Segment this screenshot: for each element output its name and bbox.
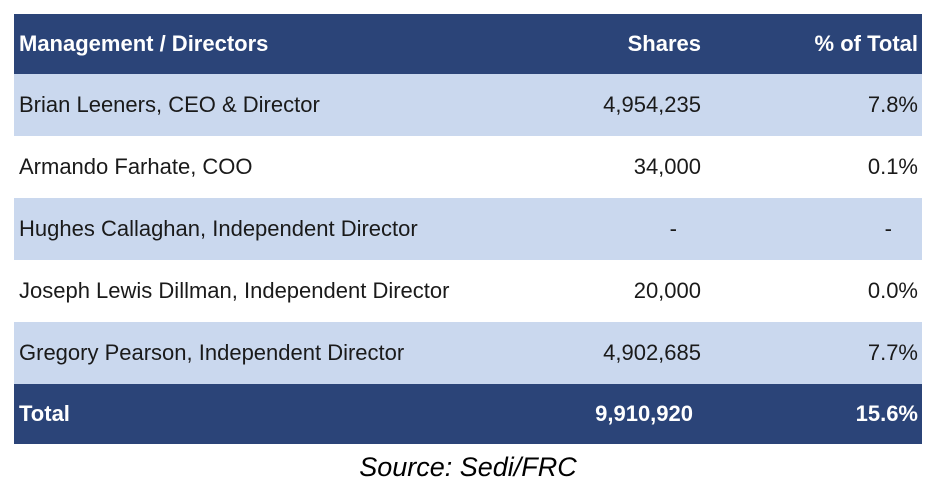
row-name: Hughes Callaghan, Independent Director	[19, 216, 418, 241]
row-percent: 7.8%	[867, 92, 918, 117]
total-label: Total	[19, 401, 70, 426]
row-name: Gregory Pearson, Independent Director	[19, 340, 405, 365]
table-row: Armando Farhate, COO 34,000 0.1%	[14, 136, 922, 198]
header-percent-of-total: % of Total	[814, 31, 918, 56]
table-header-row: Management / Directors Shares % of Total	[14, 14, 922, 74]
row-percent: 0.1%	[867, 154, 918, 179]
row-name: Armando Farhate, COO	[19, 154, 253, 179]
table-total-row: Total 9,910,920 15.6%	[14, 384, 922, 444]
row-shares: 20,000	[633, 278, 701, 303]
row-name: Joseph Lewis Dillman, Independent Direct…	[19, 278, 450, 303]
row-shares: 4,954,235	[603, 92, 701, 117]
table-row: Hughes Callaghan, Independent Director -…	[14, 198, 922, 260]
row-shares: -	[669, 216, 677, 241]
total-percent: 15.6%	[855, 401, 918, 426]
table-row: Joseph Lewis Dillman, Independent Direct…	[14, 260, 922, 322]
table-row: Gregory Pearson, Independent Director 4,…	[14, 322, 922, 384]
ownership-table: Management / Directors Shares % of Total…	[14, 14, 922, 444]
row-percent: -	[884, 216, 892, 241]
total-shares: 9,910,920	[595, 401, 693, 426]
header-shares: Shares	[627, 31, 701, 56]
row-percent: 7.7%	[867, 340, 918, 365]
header-management-directors: Management / Directors	[19, 31, 269, 56]
source-caption: Source: Sedi/FRC	[359, 452, 577, 482]
row-percent: 0.0%	[867, 278, 918, 303]
row-name: Brian Leeners, CEO & Director	[19, 92, 320, 117]
row-shares: 4,902,685	[603, 340, 701, 365]
table-row: Brian Leeners, CEO & Director 4,954,235 …	[14, 74, 922, 136]
row-shares: 34,000	[633, 154, 701, 179]
